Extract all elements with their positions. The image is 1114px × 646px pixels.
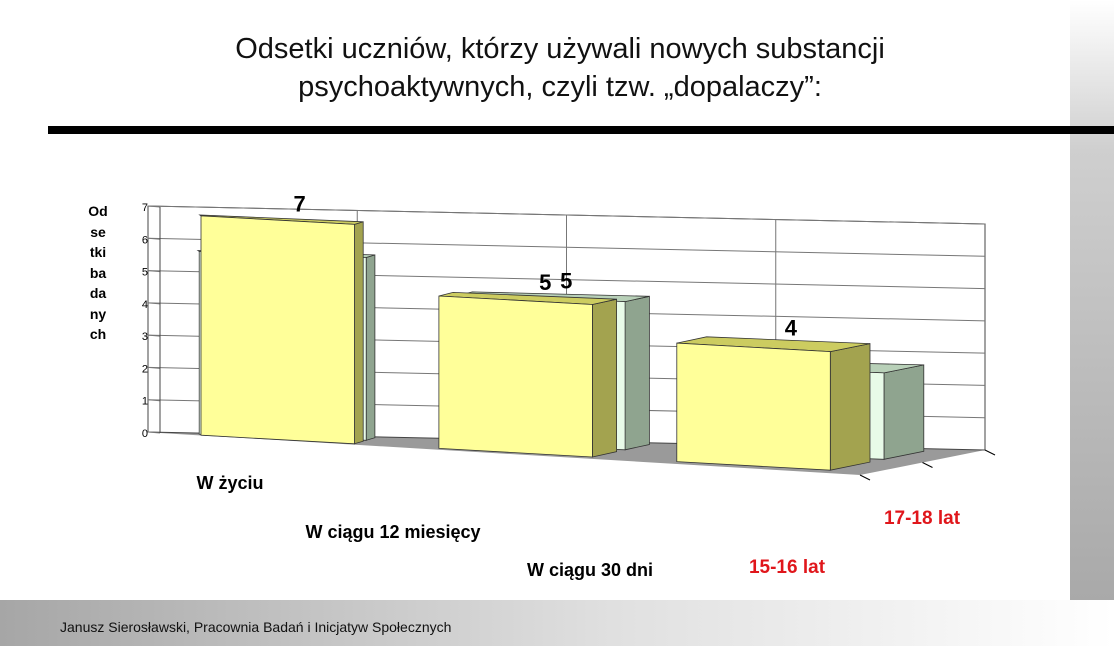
right-gradient-band — [1070, 0, 1114, 600]
title-rule — [48, 126, 1114, 134]
bar-side — [354, 221, 364, 445]
bar-value-label: 4 — [785, 316, 798, 341]
bar-front — [676, 342, 831, 471]
y-tick-label: 6 — [142, 234, 148, 246]
title-line-2: psychoaktywnych, czyli tzw. „dopalaczy”: — [298, 71, 822, 103]
bar-side — [592, 298, 617, 458]
bar-value-label: 5 — [560, 268, 572, 293]
y-tick-label: 2 — [142, 363, 148, 375]
bar-front — [438, 295, 593, 458]
gridline-side — [147, 237, 161, 240]
bar-value-label: 7 — [293, 191, 305, 216]
y-tick-label: 7 — [142, 202, 148, 214]
y-tick-label: 5 — [142, 267, 148, 279]
slide-title: Odsetki uczniów, którzy używali nowych s… — [60, 30, 1060, 106]
y-tick-label: 3 — [142, 331, 148, 343]
depth-tick — [922, 462, 933, 468]
series-label: 17-18 lat — [884, 508, 961, 529]
gridline-side — [147, 399, 161, 402]
bar: 5 — [438, 270, 617, 458]
depth-tick — [984, 449, 996, 456]
bar: 4 — [676, 316, 871, 471]
gridline-side — [147, 302, 161, 305]
depth-tick — [859, 474, 871, 481]
y-tick-label: 1 — [142, 396, 148, 408]
bar-front — [200, 215, 355, 445]
bar: 7 — [198, 191, 364, 445]
gridline-side — [147, 431, 161, 434]
y-tick-label: 0 — [142, 428, 148, 440]
y-tick-label: 4 — [142, 299, 148, 311]
bar-side — [829, 343, 871, 471]
bar-value-label: 5 — [539, 270, 551, 295]
category-label: W ciągu 30 dni — [527, 560, 653, 580]
title-line-1: Odsetki uczniów, którzy używali nowych s… — [235, 33, 885, 65]
bar-side — [365, 254, 376, 441]
bar-side — [624, 295, 650, 451]
gridline-side — [147, 366, 161, 369]
gridline-side — [147, 270, 161, 273]
footer-band — [0, 600, 1114, 646]
y-axis-label: Odsetki badanych — [88, 203, 108, 342]
category-label: W ciągu 12 miesięcy — [305, 522, 480, 542]
series-label: 15-16 lat — [749, 557, 826, 578]
footer-author: Janusz Sierosławski, Pracownia Badań i I… — [60, 619, 452, 635]
category-label: W życiu — [196, 473, 263, 493]
gridline-side — [147, 334, 161, 337]
bar-side — [883, 364, 925, 460]
gridline-side — [147, 205, 161, 208]
